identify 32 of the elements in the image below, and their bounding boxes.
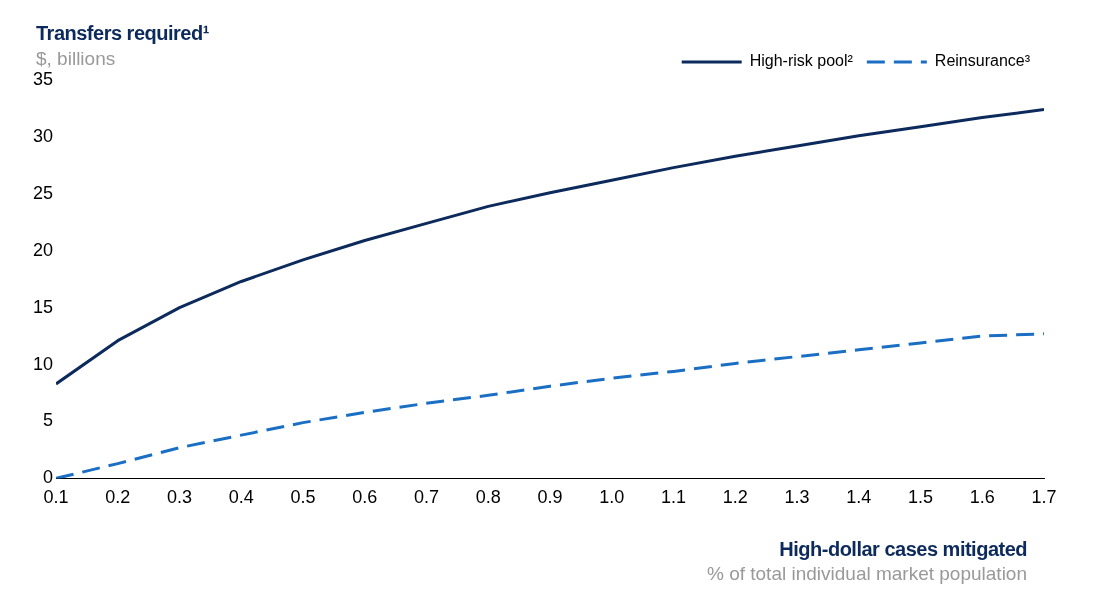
x-tick-label: 1.6 xyxy=(969,487,995,508)
x-axis-title: High-dollar cases mitigated xyxy=(779,538,1027,561)
y-tick-label: 20 xyxy=(32,239,54,260)
x-tick-label: 1.2 xyxy=(722,487,748,508)
y-tick-label: 5 xyxy=(43,410,54,431)
y-tick-label: 25 xyxy=(32,182,54,203)
x-tick-label: 0.9 xyxy=(537,487,563,508)
x-tick-label: 0.2 xyxy=(105,487,131,508)
text: % of total individual market population xyxy=(706,563,1027,585)
x-tick-label: 0.7 xyxy=(414,487,440,508)
chart-title: Transfers required¹ xyxy=(36,22,209,45)
y-tick-label: 35 xyxy=(32,68,54,89)
x-tick-label: 1.1 xyxy=(660,487,687,508)
x-tick-label: 0.3 xyxy=(167,487,193,508)
legend-label: Reinsurance³ xyxy=(934,52,1031,70)
x-tick-label: 1.0 xyxy=(599,487,625,508)
x-tick-label: 0.8 xyxy=(475,487,501,508)
y-tick-label: 10 xyxy=(32,353,54,374)
y-tick-label: 30 xyxy=(32,125,54,146)
chart-subtitle: $, billions xyxy=(36,48,116,70)
x-tick-label: 1.4 xyxy=(846,487,872,508)
x-tick-label: 1.7 xyxy=(1031,487,1057,508)
x-tick-label: 0.4 xyxy=(228,487,254,508)
legend-label: High-risk pool² xyxy=(749,52,854,70)
x-tick-label: 1.3 xyxy=(784,487,810,508)
x-tick-label: 0.1 xyxy=(43,487,69,508)
x-tick-label: 1.5 xyxy=(907,487,934,508)
x-tick-label: 0.6 xyxy=(352,487,378,508)
y-tick-label: 15 xyxy=(32,296,54,317)
y-tick-label: 0 xyxy=(43,467,54,488)
x-tick-label: 0.5 xyxy=(290,487,316,508)
line-series xyxy=(56,332,1044,479)
